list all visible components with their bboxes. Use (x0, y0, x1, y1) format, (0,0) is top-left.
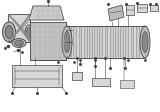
Bar (73, 26, 76, 58)
Bar (115, 26, 118, 58)
Bar (126, 5, 134, 15)
Ellipse shape (3, 22, 16, 42)
Ellipse shape (15, 40, 24, 46)
Bar (99, 26, 102, 58)
Bar (84, 26, 87, 58)
Ellipse shape (27, 28, 32, 37)
Bar (92, 78, 110, 86)
Bar (68, 26, 71, 58)
Bar (131, 26, 133, 58)
Bar (136, 26, 139, 58)
Bar (120, 80, 134, 88)
Ellipse shape (140, 26, 150, 58)
Bar (12, 65, 62, 87)
Bar (110, 26, 113, 58)
Ellipse shape (12, 39, 26, 47)
Bar (94, 26, 97, 58)
Ellipse shape (5, 26, 13, 39)
Ellipse shape (142, 32, 148, 52)
Bar (67, 26, 145, 58)
Bar (30, 22, 66, 60)
Ellipse shape (25, 25, 33, 39)
Ellipse shape (62, 26, 72, 58)
Bar (137, 4, 147, 12)
Bar (79, 26, 81, 58)
Bar (8, 14, 30, 42)
Polygon shape (108, 5, 124, 21)
Ellipse shape (64, 32, 70, 52)
Polygon shape (29, 6, 64, 20)
Bar (105, 26, 107, 58)
Bar (72, 72, 82, 80)
Bar (89, 26, 92, 58)
Bar (125, 26, 128, 58)
Bar (150, 5, 158, 11)
Bar (120, 26, 123, 58)
